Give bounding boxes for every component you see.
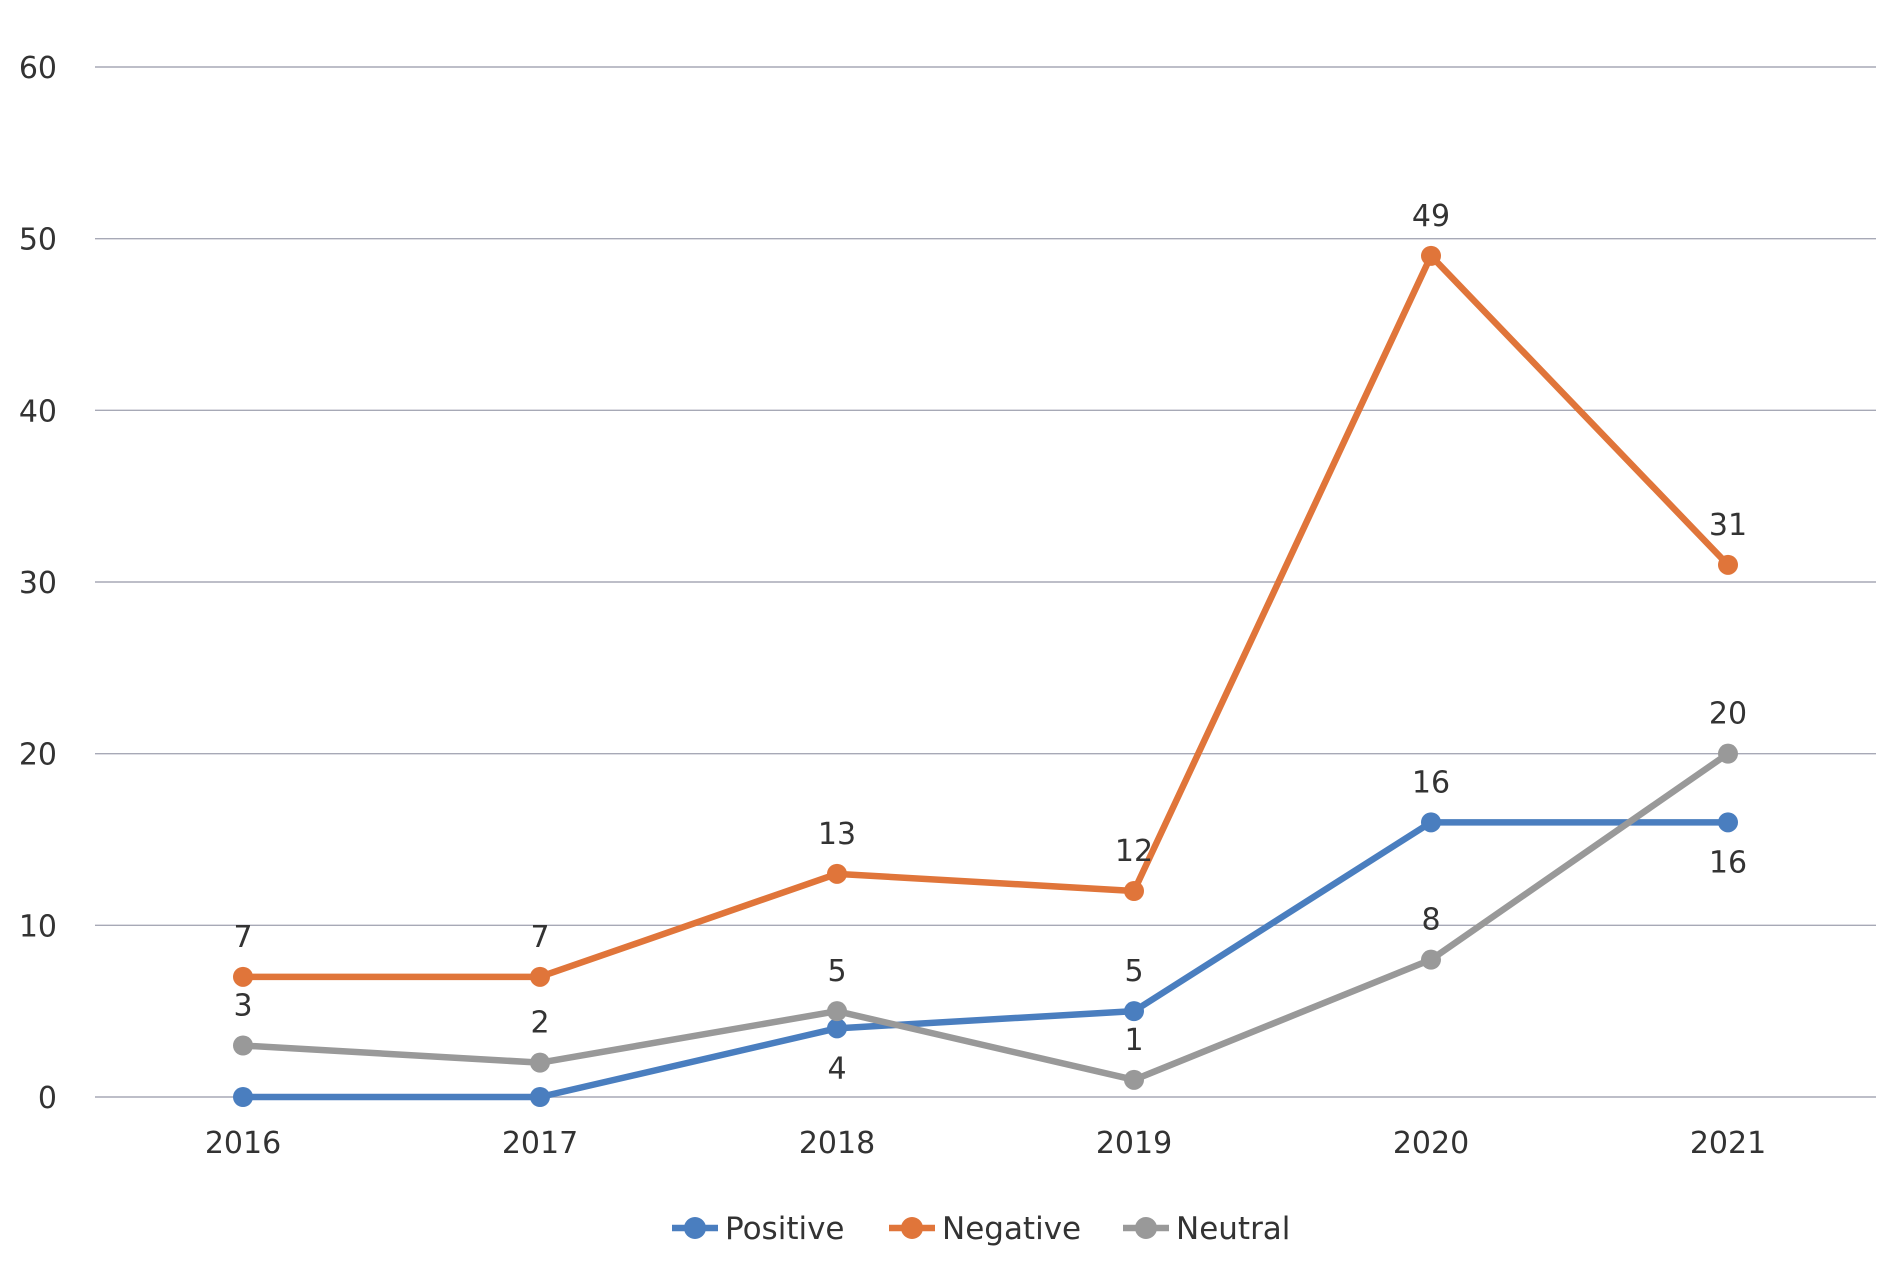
data-point[interactable]	[827, 1018, 847, 1039]
legend-marker-swatch	[1135, 1217, 1157, 1239]
legend-label: Positive	[725, 1211, 845, 1247]
data-label: 1	[1124, 1023, 1143, 1058]
series-positive	[233, 812, 1738, 1107]
y-tick-label: 20	[19, 738, 57, 773]
data-point[interactable]	[1718, 812, 1738, 833]
x-axis-ticks: 2016 2017 2018 2019 2020 2021	[205, 1126, 1766, 1161]
data-label: 7	[233, 920, 252, 955]
data-point[interactable]	[530, 966, 550, 987]
data-label: 13	[818, 817, 856, 852]
data-label: 3	[233, 989, 252, 1024]
y-tick-label: 30	[19, 566, 57, 601]
data-label: 4	[827, 1051, 846, 1086]
data-point[interactable]	[1421, 812, 1441, 833]
y-axis-ticks: 0 10 20 30 40 50 60	[19, 51, 57, 1116]
x-tick-label: 2016	[205, 1126, 281, 1161]
data-label: 5	[1124, 954, 1143, 989]
data-label: 20	[1709, 697, 1747, 732]
data-point[interactable]	[1124, 1069, 1144, 1090]
x-tick-label: 2019	[1096, 1126, 1172, 1161]
legend-label: Negative	[942, 1211, 1081, 1247]
x-tick-label: 2017	[502, 1126, 578, 1161]
y-tick-label: 50	[19, 223, 57, 258]
data-point[interactable]	[827, 863, 847, 884]
data-label: 7	[530, 920, 549, 955]
gridlines	[95, 66, 1876, 1098]
data-point[interactable]	[1124, 881, 1144, 901]
data-point[interactable]	[1124, 1001, 1144, 1022]
data-label: 31	[1709, 508, 1747, 543]
y-tick-label: 10	[19, 909, 57, 944]
data-label: 16	[1709, 845, 1747, 880]
legend-marker-swatch	[684, 1217, 706, 1239]
data-point[interactable]	[530, 1052, 550, 1073]
series-negative	[233, 245, 1738, 987]
data-labels: 4 5 16 16 7 7 13 12 49 31 3 2 5 1 8 20	[233, 199, 1747, 1087]
legend-item-positive[interactable]: Positive	[672, 1211, 845, 1247]
data-point[interactable]	[1421, 949, 1441, 970]
legend-marker-swatch	[901, 1217, 923, 1239]
x-tick-label: 2021	[1690, 1126, 1766, 1161]
data-label: 8	[1421, 903, 1440, 938]
series-line-negative	[239, 252, 1732, 981]
data-point[interactable]	[1718, 743, 1738, 764]
data-label: 12	[1115, 834, 1153, 869]
legend-item-negative[interactable]: Negative	[889, 1211, 1081, 1247]
data-point[interactable]	[1718, 554, 1738, 575]
data-point[interactable]	[530, 1087, 550, 1107]
legend-item-neutral[interactable]: Neutral	[1123, 1211, 1290, 1247]
data-point[interactable]	[233, 1087, 253, 1107]
series-line-neutral	[239, 750, 1732, 1084]
data-point[interactable]	[827, 1001, 847, 1022]
y-tick-label: 40	[19, 394, 57, 429]
legend-label: Neutral	[1176, 1211, 1290, 1247]
series-neutral	[233, 743, 1738, 1090]
data-point[interactable]	[1421, 245, 1441, 266]
y-tick-label: 60	[19, 51, 57, 86]
series-line-positive	[239, 819, 1732, 1101]
data-label: 5	[827, 954, 846, 989]
legend: Positive Negative Neutral	[672, 1211, 1290, 1247]
data-point[interactable]	[233, 1035, 253, 1056]
data-label: 16	[1412, 765, 1450, 800]
x-tick-label: 2018	[799, 1126, 875, 1161]
x-tick-label: 2020	[1393, 1126, 1469, 1161]
y-tick-label: 0	[38, 1081, 57, 1116]
data-label: 2	[530, 1006, 549, 1041]
data-point[interactable]	[233, 966, 253, 987]
series-lines	[233, 245, 1738, 1107]
data-label: 49	[1412, 199, 1450, 234]
